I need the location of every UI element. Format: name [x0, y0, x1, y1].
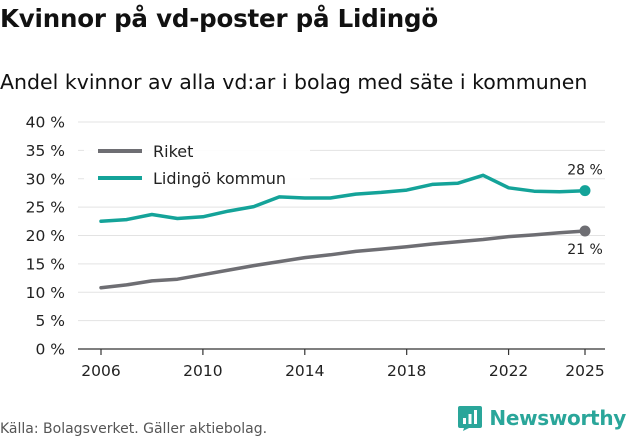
series-line-1 [99, 229, 587, 290]
y-tick-label: 20 % [26, 227, 65, 245]
x-tick-label: 2022 [489, 362, 528, 380]
brand-logo: Newsworthy [457, 405, 626, 431]
x-tick-label: 2025 [565, 362, 604, 380]
y-tick-label: 25 % [26, 199, 65, 217]
y-tick-label: 0 % [35, 341, 65, 359]
data-label: 28 % [567, 163, 603, 179]
y-tick-label: 15 % [26, 255, 65, 273]
bar-chart-icon [458, 406, 483, 431]
y-tick-label: 40 % [26, 114, 65, 132]
y-tick-label: 30 % [26, 170, 65, 188]
x-tick-label: 2014 [285, 362, 324, 380]
y-tick-label: 35 % [26, 142, 65, 160]
series-line-2 [99, 173, 587, 224]
y-tick-label: 5 % [35, 312, 65, 330]
legend-label: Riket [153, 142, 193, 161]
series-end-point [579, 225, 591, 237]
legend-label: Lidingö kommun [153, 169, 286, 188]
x-tick-label: 2018 [387, 362, 426, 380]
chart-subtitle: Andel kvinnor av alla vd:ar i bolag med … [0, 70, 588, 94]
source-note: Källa: Bolagsverket. Gäller aktiebolag. [0, 421, 268, 437]
data-label: 21 % [567, 242, 603, 258]
line-chart: 0 % 5 % 10 % 15 % 20 % 25 % 30 % 35 % 40 % 2006 20… [26, 114, 605, 380]
y-tick-label: 10 % [26, 284, 65, 302]
series-end-point [579, 185, 591, 197]
x-tick-label: 2006 [81, 362, 120, 380]
brand-name: Newsworthy [489, 406, 626, 430]
chart-title: Kvinnor på vd-poster på Lidingö [0, 4, 439, 33]
x-tick-label: 2010 [183, 362, 222, 380]
